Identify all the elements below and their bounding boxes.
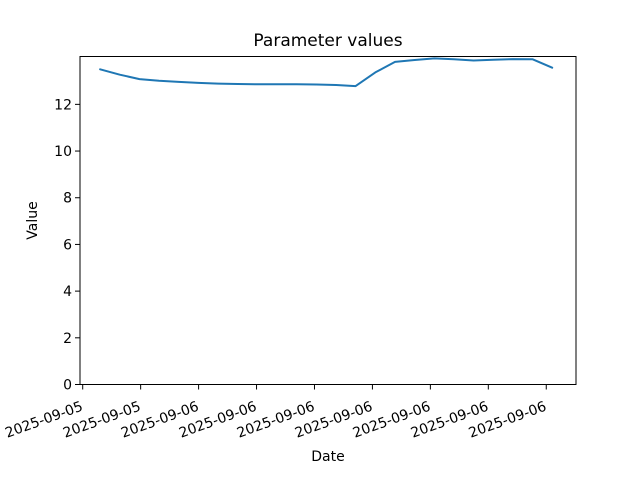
y-tick-label: 6 <box>63 237 72 253</box>
y-tick-label: 8 <box>63 191 72 207</box>
y-tick-label: 10 <box>54 144 72 160</box>
y-tick-label: 12 <box>54 97 72 113</box>
y-tick-label: 4 <box>63 284 72 300</box>
data-line <box>99 57 554 88</box>
chart-title: Parameter values <box>253 31 402 51</box>
plot-area <box>79 56 577 385</box>
x-axis-label: Date <box>311 449 344 465</box>
y-tick-label: 0 <box>63 378 72 394</box>
y-axis-label: Value <box>25 201 41 239</box>
y-tick-label: 2 <box>63 331 72 347</box>
y-axis-ticks: 0 2 4 6 8 10 12 <box>54 97 80 394</box>
x-axis-ticks: 2025-09-052025-09-052025-09-062025-09-06… <box>3 384 549 442</box>
